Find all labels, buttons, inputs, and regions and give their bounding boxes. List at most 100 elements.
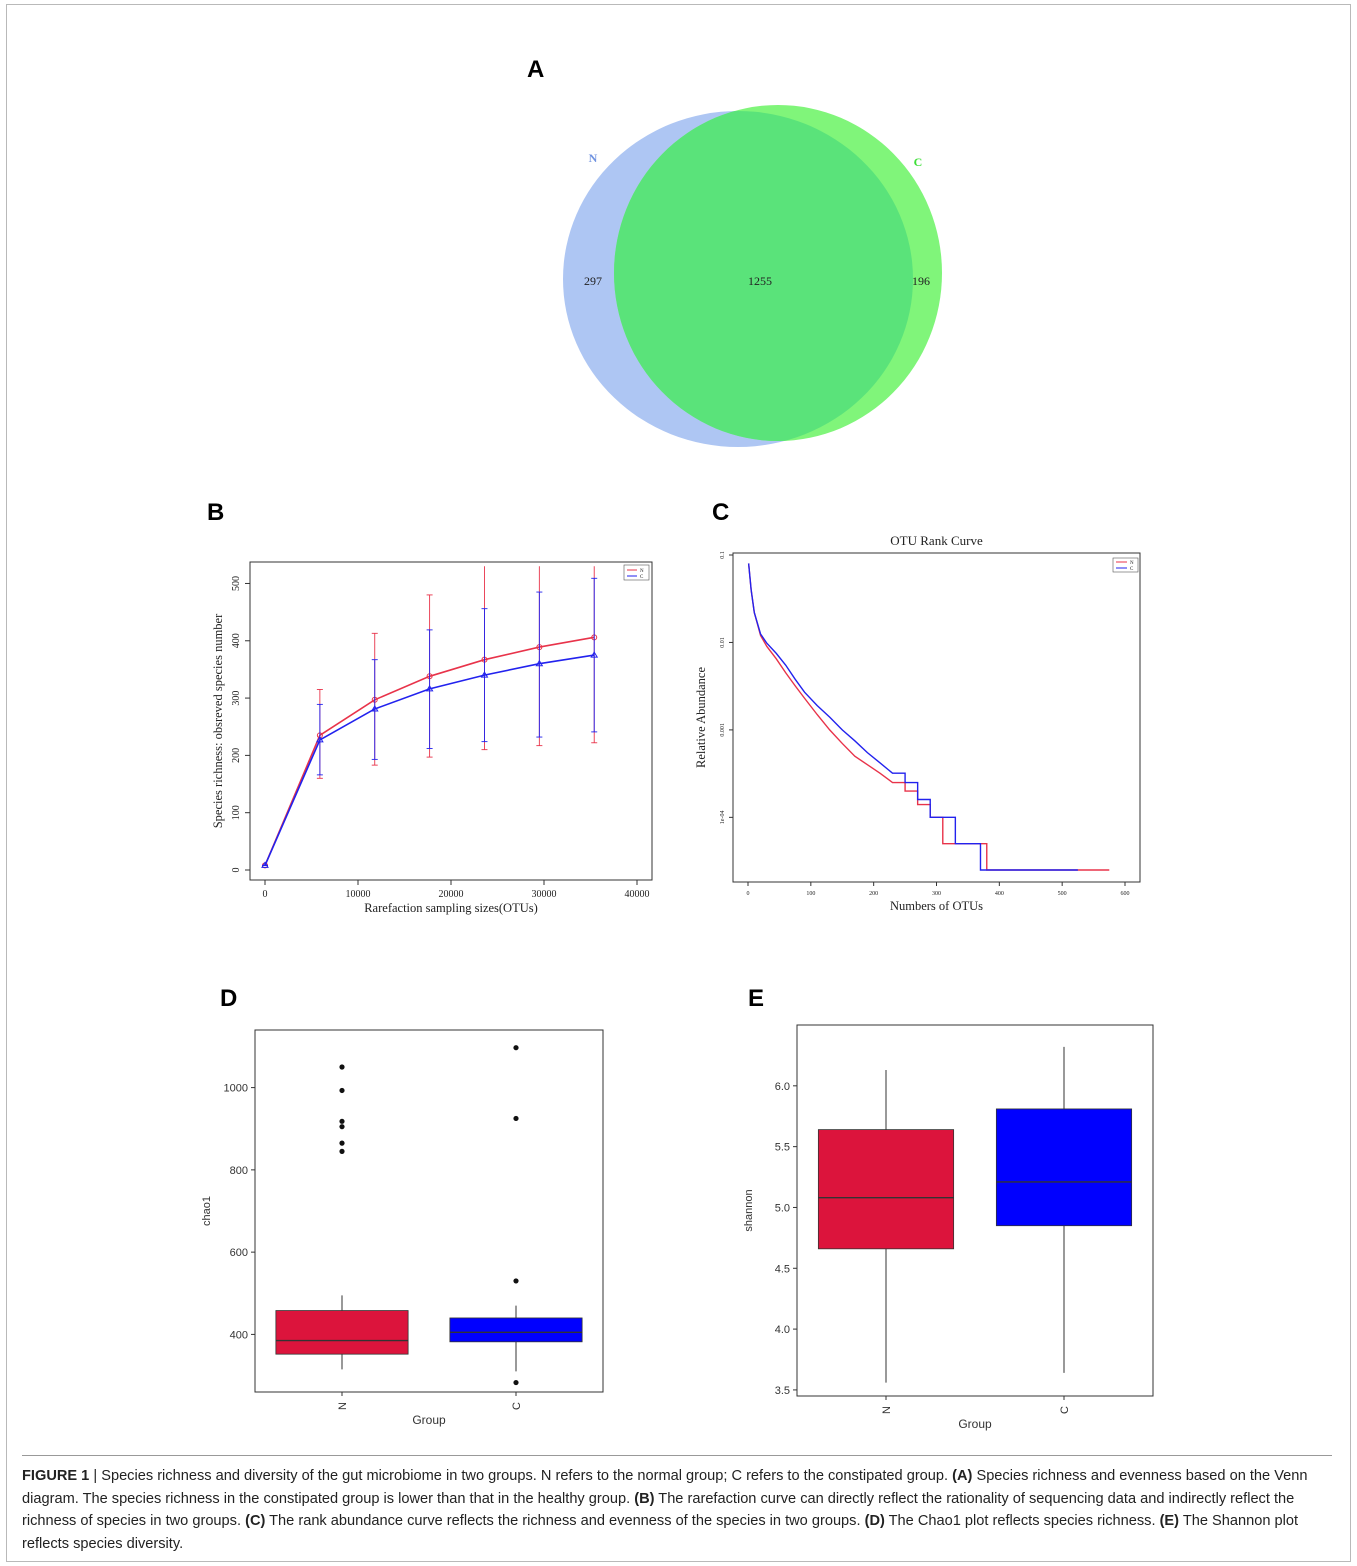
legend: NC [1112, 557, 1139, 573]
y-tick-label: 0.001 [720, 723, 726, 737]
chao1-boxplot: 400 600 800 1000 N C Group chao1 [201, 1029, 604, 1427]
x-tick-label: 200 [869, 891, 878, 897]
box-body [449, 1317, 583, 1343]
y-tick-label: 4.5 [775, 1263, 790, 1275]
x-tick-label: 300 [932, 891, 941, 897]
panel-label-a: A [527, 56, 545, 83]
caption-separator: | [89, 1468, 102, 1484]
y-tick-label: 0 [231, 868, 242, 873]
x-tick-label: N [337, 1402, 349, 1410]
box-body [817, 1129, 955, 1250]
legend-entry: C [640, 575, 644, 580]
x-tick-label: 0 [747, 891, 750, 897]
chart-title: OTU Rank Curve [890, 533, 983, 548]
y-tick-label: 4.0 [775, 1324, 790, 1336]
panel-label-c: C [712, 499, 730, 526]
outlier-point [513, 1379, 519, 1386]
venn-count-c-only: 196 [912, 274, 930, 288]
legend: NC [623, 564, 650, 581]
shannon-boxplot: 3.5 4.0 4.5 5.0 5.5 6.0 N C Group shannon [743, 1024, 1154, 1431]
x-axis-label: Group [412, 1413, 446, 1427]
x-axis-label: Group [958, 1417, 992, 1431]
box-C [995, 1046, 1133, 1373]
caption-text-c: The rank abundance curve reflects the ri… [265, 1513, 865, 1529]
series-C [261, 577, 599, 868]
outlier-point [513, 1045, 519, 1051]
y-tick-label: 5.0 [775, 1202, 790, 1214]
outlier-point [339, 1124, 345, 1130]
box-C [449, 1045, 583, 1386]
caption-divider [22, 1455, 1332, 1456]
x-axis-label: Numbers of OTUs [890, 899, 983, 913]
y-tick-label: 300 [231, 691, 242, 706]
data-point [590, 651, 599, 658]
y-tick-label: 400 [230, 1329, 248, 1341]
caption-tag-d: (D) [864, 1513, 885, 1529]
venn-label-c: C [914, 155, 923, 169]
x-axis-label: Rarefaction sampling sizes(OTUs) [364, 901, 538, 915]
y-tick-label: 100 [231, 805, 242, 820]
data-point [315, 735, 324, 743]
box-plot-frame [254, 1029, 604, 1393]
legend-entry: C [1130, 567, 1134, 572]
y-tick-label: 600 [230, 1247, 248, 1259]
y-tick-label: 200 [231, 748, 242, 763]
y-axis-label: shannon [743, 1189, 755, 1231]
legend-entry: N [640, 569, 644, 574]
box-body [275, 1310, 409, 1355]
y-axis-label: Species richness: obsreved species numbe… [211, 613, 225, 828]
x-tick-label: 40000 [625, 889, 650, 900]
x-tick-label: 400 [995, 891, 1004, 897]
legend-box [623, 564, 650, 581]
outlier-point [339, 1118, 345, 1124]
series-line-C [747, 563, 1078, 871]
venn-overlap [614, 111, 913, 441]
outlier-point [339, 1140, 345, 1146]
venn-count-both: 1255 [748, 274, 772, 288]
data-point [370, 704, 379, 712]
y-tick-label: 3.5 [775, 1385, 790, 1397]
y-tick-label: 0.1 [720, 551, 726, 559]
series-line-N [747, 563, 1110, 871]
y-tick-label: 1e-04 [720, 811, 726, 825]
caption-text-e: The Shannon plot reflects species divers… [22, 1513, 1299, 1552]
x-tick-label: 500 [1058, 891, 1067, 897]
x-tick-label: 100 [806, 891, 815, 897]
x-tick-label: 10000 [346, 889, 371, 900]
venn-label-n: N [589, 151, 598, 165]
caption-text-a: Species richness and evenness based on t… [22, 1468, 1308, 1507]
caption-tag-b: (B) [634, 1490, 655, 1507]
data-point [425, 684, 434, 692]
x-tick-label: C [511, 1402, 523, 1410]
y-tick-label: 5.5 [775, 1142, 790, 1154]
data-point [261, 861, 269, 868]
panel-label-b: B [207, 499, 225, 526]
series-line [264, 654, 595, 866]
caption-tag-c: (C) [245, 1513, 266, 1529]
x-tick-label: 0 [263, 889, 268, 900]
figure-caption: FIGURE 1 | Species richness and diversit… [22, 1465, 1332, 1555]
caption-intro: Species richness and diversity of the gu… [101, 1468, 953, 1484]
rarefaction-plot-frame [249, 561, 653, 881]
caption-lead: FIGURE 1 [22, 1468, 90, 1484]
box-N [275, 1064, 409, 1370]
venn-diagram: N C 297 1255 196 [563, 105, 942, 447]
legend-box [1112, 557, 1139, 573]
caption-tag-e: (E) [1159, 1513, 1180, 1529]
caption-text-d: The Chao1 plot reflects species richness… [884, 1513, 1160, 1529]
x-tick-label: 20000 [439, 889, 464, 900]
y-tick-label: 6.0 [775, 1081, 790, 1093]
data-point [480, 671, 489, 678]
x-tick-label: 600 [1121, 891, 1130, 897]
figure-frame [6, 4, 1351, 1562]
outlier-point [513, 1115, 519, 1122]
otu-plot-frame [732, 552, 1141, 883]
legend-entry: N [1130, 561, 1134, 566]
outlier-point [339, 1064, 345, 1070]
rarefaction-chart: 0 10000 20000 30000 40000 0 100 200 300 400 500 Rar… [211, 561, 653, 915]
box-body [995, 1108, 1133, 1227]
panel-label-d: D [220, 985, 238, 1012]
box-N [817, 1070, 955, 1383]
y-axis-label: Relative Abundance [694, 667, 708, 768]
